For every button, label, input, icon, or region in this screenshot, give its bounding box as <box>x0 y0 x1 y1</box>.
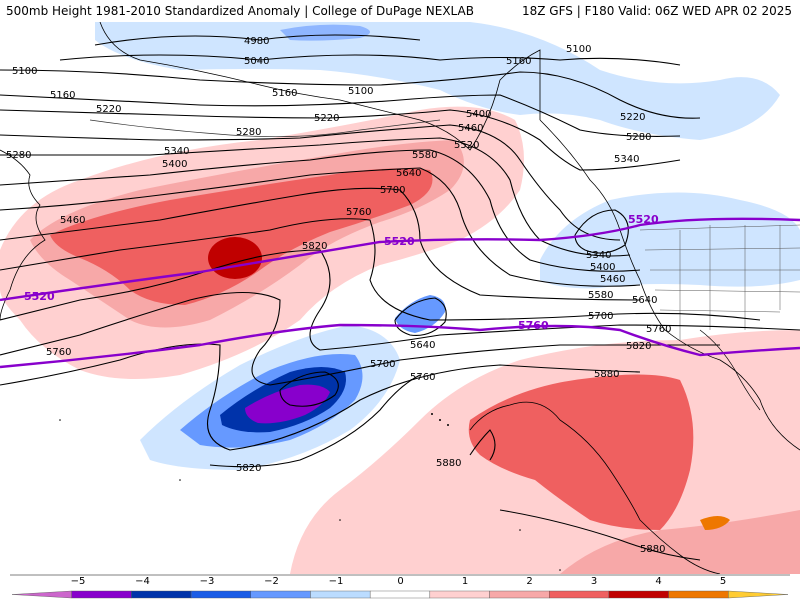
colorbar-tick-label: −3 <box>200 576 215 587</box>
contour-label: 5100 <box>566 44 591 55</box>
colorbar-swatch <box>131 590 192 599</box>
coastline-australia <box>469 401 721 574</box>
colorbar-swatch <box>429 590 490 599</box>
contour-label: 5520 <box>454 140 479 151</box>
contour-label: 5460 <box>458 123 483 134</box>
colorbar-swatch <box>250 590 311 599</box>
contour-label: 5700 <box>370 359 395 370</box>
colorbar-swatch-group <box>11 590 789 599</box>
colorbar-swatch <box>549 590 610 599</box>
purple-contour-5520 <box>0 217 800 302</box>
anomaly-neg-north-strong <box>280 24 370 41</box>
colorbar-tick-label: 5 <box>720 576 726 587</box>
contour-label: 5220 <box>96 104 121 115</box>
purple-contour-label: 5520 <box>384 235 415 248</box>
coastline-baja <box>699 329 761 411</box>
colorbar-swatch <box>489 590 550 599</box>
contour-label: 5640 <box>410 340 435 351</box>
colorbar-tick-label: 2 <box>526 576 532 587</box>
island-markers <box>59 413 561 571</box>
contour-label: 5760 <box>346 207 371 218</box>
contour-label: 5700 <box>380 185 405 196</box>
colorbar-tick-label: −4 <box>135 576 150 587</box>
contour-label: 5760 <box>646 324 671 335</box>
anomaly-pos-band-strong <box>50 168 433 305</box>
model-run-label: 18Z GFS | F180 Valid: 06Z WED APR 02 202… <box>521 4 792 18</box>
map-title: 500mb Height 1981-2010 Standardized Anom… <box>6 4 474 18</box>
contour-label: 5100 <box>12 66 37 77</box>
coastline-asia <box>0 149 46 321</box>
contour-label: 5820 <box>302 241 327 252</box>
coastline-north-america <box>539 119 800 451</box>
contour-label: 5280 <box>626 132 651 143</box>
colorbar-tick-label: 4 <box>655 576 661 587</box>
colorbar-swatch <box>608 590 669 599</box>
contour-label: 5880 <box>436 458 461 469</box>
coastline-alaska <box>99 22 541 151</box>
contour-label: 5160 <box>272 88 297 99</box>
colorbar-tick-label: 3 <box>591 576 597 587</box>
contour-label: 5400 <box>466 109 491 120</box>
colorbar-swatch <box>369 590 431 599</box>
colorbar-swatch <box>11 590 72 599</box>
contour-label-group: 4980 5040 5100 5100 5100 5160 5160 5160 … <box>6 36 671 555</box>
anomaly-map: 4980 5040 5100 5100 5100 5160 5160 5160 … <box>0 22 800 574</box>
anomaly-neg-small-low <box>395 295 446 333</box>
contour-label: 5220 <box>620 112 645 123</box>
contour-label: 5760 <box>410 372 435 383</box>
colorbar-swatch <box>668 590 729 599</box>
anomaly-pos-south-strong <box>468 374 694 530</box>
colorbar-swatch <box>728 590 789 599</box>
purple-contour-label: 5520 <box>24 290 55 303</box>
purple-contour-label: 5520 <box>628 213 659 226</box>
contour-label: 5820 <box>626 341 651 352</box>
contour-label: 5640 <box>396 168 421 179</box>
contour-label: 5400 <box>162 159 187 170</box>
contour-label: 5160 <box>506 56 531 67</box>
contour-label: 5460 <box>600 274 625 285</box>
anomaly-pos-south-orange <box>700 516 730 530</box>
purple-contour-5760 <box>0 323 800 369</box>
us-state-borders <box>639 224 800 340</box>
contour-label: 5460 <box>60 215 85 226</box>
contour-label: 5040 <box>244 56 269 67</box>
contour-label: 4980 <box>244 36 269 47</box>
contour-label: 5880 <box>594 369 619 380</box>
contour-label: 5280 <box>236 127 261 138</box>
colorbar-tick-label: −5 <box>71 576 86 587</box>
contour-label: 5760 <box>46 347 71 358</box>
contour-label: 5340 <box>614 154 639 165</box>
purple-label-group: 5520 5520 5520 5760 <box>24 213 659 332</box>
colorbar-swatch <box>310 590 371 599</box>
colorbar-tick-label: −1 <box>329 576 344 587</box>
contour-label: 5820 <box>236 463 261 474</box>
colorbar-swatch <box>190 590 251 599</box>
contour-label: 5580 <box>412 150 437 161</box>
contour-label: 5340 <box>164 146 189 157</box>
purple-contour-label: 5760 <box>518 319 549 332</box>
colorbar-swatch <box>71 590 132 599</box>
coastline-aleutians <box>89 119 441 138</box>
anomaly-colorbar: −5 −4 −3 −2 −1 0 1 2 3 4 5 <box>10 574 790 599</box>
contour-label: 5340 <box>586 250 611 261</box>
anomaly-pos-south-medium <box>560 510 800 574</box>
contour-label: 5580 <box>588 290 613 301</box>
contour-label: 5100 <box>348 86 373 97</box>
map-header: 500mb Height 1981-2010 Standardized Anom… <box>0 0 800 22</box>
contour-label: 5640 <box>632 295 657 306</box>
colorbar-tick-label: 1 <box>462 576 468 587</box>
contour-label: 5220 <box>314 113 339 124</box>
colorbar-tick-label: 0 <box>397 576 403 587</box>
contour-label: 5700 <box>588 311 613 322</box>
contour-label: 5400 <box>590 262 615 273</box>
colorbar-tick-label: −2 <box>264 576 279 587</box>
anomaly-neg-coast <box>540 192 800 289</box>
contour-label: 5880 <box>640 544 665 555</box>
colorbar-tick-group: −5 −4 −3 −2 −1 0 1 2 3 4 5 <box>71 576 727 587</box>
contour-label: 5280 <box>6 150 31 161</box>
contour-label: 5160 <box>50 90 75 101</box>
reference-contours <box>0 217 800 369</box>
